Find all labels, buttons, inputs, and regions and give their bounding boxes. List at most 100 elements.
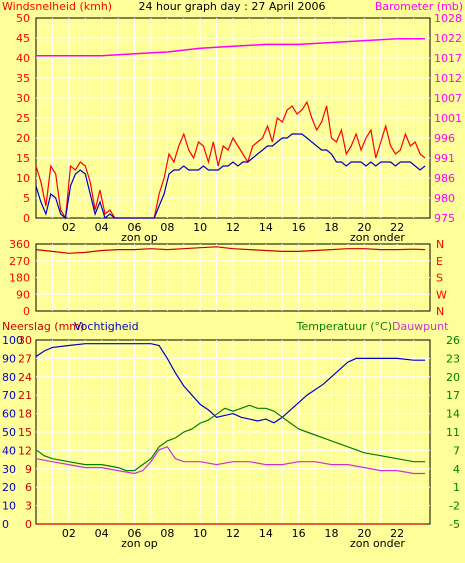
temperature-tick-label: 23 [446,352,460,365]
wind-tick-label: 5 [23,192,30,205]
x-tick-label: 04 [95,221,109,234]
barometer-tick-label: 1007 [434,92,462,105]
humidity-series-line [35,343,426,424]
wind-tick-label: 35 [16,72,30,85]
compass-tick-label: S [436,272,443,285]
barometer-tick-label: 1001 [434,112,462,125]
barometer-tick-label: 975 [434,212,455,225]
wind_avg-series-line [35,133,426,220]
humidity-axis-label: Vochtigheid [74,320,139,333]
sun-marker-label: zon op [121,537,158,550]
temperature-tick-label: 1 [453,481,460,494]
x-tick-label: 16 [292,527,306,540]
x-tick-label: 16 [292,221,306,234]
rain-tick-label: 24 [18,371,32,384]
x-tick-label: 02 [62,527,76,540]
rain-tick-label: 18 [18,408,32,421]
barometer-tick-label: 1028 [434,12,462,25]
compass-tick-label: W [436,288,447,301]
x-tick-label: 10 [193,221,207,234]
gust-series-line [35,100,426,220]
sun-marker-label: zon onder [350,537,405,550]
rain-axis-label: Neerslag (mm) [2,320,84,333]
wind-tick-label: 15 [16,152,30,165]
temperature-tick-label: -5 [449,518,460,531]
x-tick-label: 08 [160,221,174,234]
direction-tick-label: 0 [23,305,30,318]
dewpoint-series-line [35,446,426,475]
direction-series-line [35,246,426,254]
compass-tick-label: N [436,238,444,251]
x-tick-label: 20 [357,221,371,234]
wind-tick-label: 40 [16,52,30,65]
direction-tick-label: 270 [9,255,30,268]
temperature-tick-label: 17 [446,389,460,402]
wind-tick-label: 50 [16,12,30,25]
direction-tick-label: 360 [9,238,30,251]
direction-tick-label: 90 [16,288,30,301]
x-tick-label: 18 [325,527,339,540]
wind-tick-label: 0 [23,212,30,225]
rain-tick-label: 12 [18,444,32,457]
humidity-tick-label: 10 [2,500,16,513]
humidity-tick-label: 40 [2,444,16,457]
rain-tick-label: 0 [25,518,32,531]
temperature-tick-label: 20 [446,371,460,384]
temperature-tick-label: 14 [446,408,460,421]
temperature-series-line [35,404,426,472]
x-tick-label: 04 [95,527,109,540]
direction-tick-label: 180 [9,272,30,285]
humidity-tick-label: 50 [2,426,16,439]
rain-tick-label: 15 [18,426,32,439]
dewpoint-axis-label: Dauwpunt [392,320,449,333]
temperature-tick-label: 7 [453,444,460,457]
x-tick-label: 06 [128,527,142,540]
rain-tick-label: 6 [25,481,32,494]
rain-tick-label: 30 [18,334,32,347]
compass-tick-label: N [436,305,444,318]
x-tick-label: 22 [390,527,404,540]
wind-tick-label: 10 [16,172,30,185]
rain-tick-label: 21 [18,389,32,402]
x-tick-label: 18 [325,221,339,234]
barometer-series-line [36,38,426,57]
barometer-tick-label: 996 [434,132,455,145]
x-tick-label: 20 [357,527,371,540]
temperature-tick-label: 11 [446,426,460,439]
wind-tick-label: 25 [16,112,30,125]
compass-tick-label: E [436,255,443,268]
wind-tick-label: 30 [16,92,30,105]
wind-axis-label: Windsnelheid (kmh) [2,0,112,13]
sun-marker-label: zon onder [350,231,405,244]
rain-tick-label: 9 [25,463,32,476]
humidity-tick-label: 30 [2,463,16,476]
temperature-tick-label: 4 [453,463,460,476]
humidity-tick-label: 70 [2,389,16,402]
sun-marker-label: zon op [121,231,158,244]
barometer-tick-label: 991 [434,152,455,165]
chart-title: 24 hour graph day : 27 April 2006 [139,0,326,13]
rain-tick-label: 3 [25,500,32,513]
rain-tick-label: 27 [18,352,32,365]
x-tick-label: 02 [62,221,76,234]
humidity-tick-label: 90 [2,352,16,365]
humidity-tick-label: 60 [2,408,16,421]
barometer-tick-label: 1012 [434,72,462,85]
humidity-tick-label: 80 [2,371,16,384]
x-tick-label: 14 [259,221,273,234]
x-tick-label: 12 [226,221,240,234]
temperature-tick-label: -2 [449,500,460,513]
x-tick-label: 22 [390,221,404,234]
temperature-tick-label: 26 [446,334,460,347]
humidity-tick-label: 100 [2,334,23,347]
wind-tick-label: 45 [16,32,30,45]
barometer-tick-label: 980 [434,192,455,205]
x-tick-label: 08 [160,527,174,540]
x-tick-label: 06 [128,221,142,234]
x-tick-label: 10 [193,527,207,540]
humidity-tick-label: 20 [2,481,16,494]
barometer-tick-label: 1017 [434,52,462,65]
x-tick-label: 12 [226,527,240,540]
panels-layer: 0510152025303540455097598098699199610011… [2,12,462,550]
